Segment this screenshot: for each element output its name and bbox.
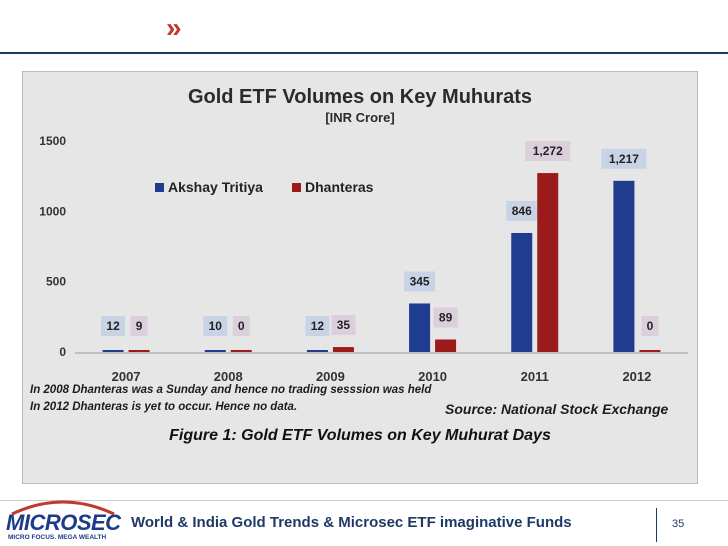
data-label: 345 [410,274,430,288]
data-label: 0 [647,319,654,333]
data-label-box [305,316,330,336]
data-label: 0 [238,319,245,333]
chart-figure: Gold ETF Volumes on Key Muhurats [INR Cr… [22,71,698,484]
data-label: 1,272 [533,144,563,158]
footer-title: World & India Gold Trends & Microsec ETF… [131,514,572,531]
y-tick-label: 500 [46,275,66,289]
data-label: 12 [106,319,120,333]
data-label-box [232,316,250,336]
x-tick-label: 2009 [316,369,345,384]
logo-name: MICROSEC [6,510,121,535]
bar [409,303,431,352]
data-label: 89 [439,310,453,324]
footer-rule [0,500,728,501]
bar [102,350,124,352]
data-label-box [601,148,647,169]
bar [306,350,328,352]
chevron-icon: » [166,12,182,43]
bar [613,180,635,352]
legend-label: Akshay Tritiya [168,179,263,195]
data-label: 35 [337,318,351,332]
bar-chart: 0 500 1000 1500 2007 12 9 2008 10 0 2009 12 35 2010 34… [39,134,688,384]
x-tick-label: 2008 [214,369,243,384]
data-label-box [203,316,228,336]
logo-tagline: MICRO FOCUS. MEGA WEALTH [8,534,107,541]
data-label-box [506,200,538,221]
chart-note-2008: In 2008 Dhanteras was a Sunday and hence… [30,384,432,396]
data-label-box [130,316,148,336]
data-label: 9 [136,319,143,333]
chart-title: Gold ETF Volumes on Key Muhurats [187,86,533,108]
footer-separator [656,508,657,542]
y-tick-label: 1000 [39,204,66,218]
header-rule [0,52,728,54]
data-label-box [404,271,436,292]
data-label-box [101,316,126,336]
x-tick-label: 2010 [418,369,447,384]
bar [511,232,533,352]
data-label: 1,217 [609,152,639,166]
page-number: 35 [672,518,685,530]
legend-swatch [155,183,164,192]
data-label-box [331,315,356,336]
bar [204,350,226,352]
x-tick-label: 2011 [521,369,549,384]
chart-note-2012: In 2012 Dhanteras is yet to occur. Hence… [30,401,298,413]
data-label-box [433,307,458,328]
y-tick-label: 1500 [39,134,66,148]
chart-subtitle: [INR Crore] [325,110,395,125]
x-tick-label: 2012 [622,369,651,384]
data-label: 10 [209,319,223,333]
bar [537,173,559,352]
data-label: 846 [512,204,532,218]
legend-swatch [292,183,301,192]
data-label: 12 [311,319,325,333]
bar [230,350,252,352]
chart-source: Source: National Stock Exchange [445,401,669,417]
y-tick-label: 0 [59,345,66,359]
figure-caption: Figure 1: Gold ETF Volumes on Key Muhura… [169,427,551,444]
logo-arc-icon [11,500,115,516]
bar [639,350,661,352]
x-tick-label: 2007 [112,369,141,384]
bar [128,350,150,352]
bar [332,347,354,352]
legend-label: Dhanteras [305,179,374,195]
microsec-logo: MICROSEC MICRO FOCUS. MEGA WEALTH [6,496,124,544]
data-label-box [525,141,571,162]
bar [435,339,457,352]
data-label-box [641,316,659,336]
